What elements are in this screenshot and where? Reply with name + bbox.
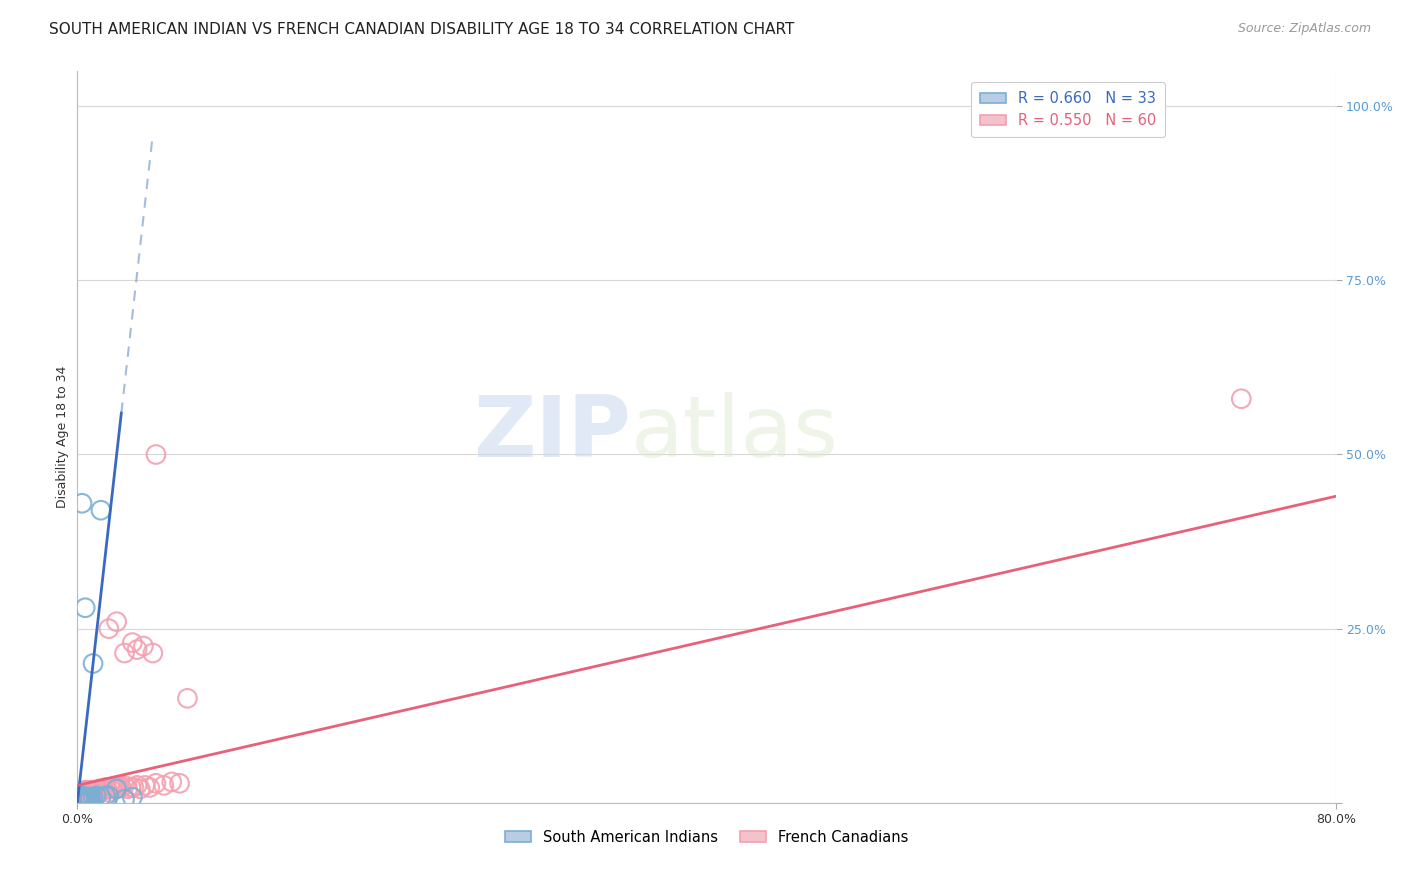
Point — [127, 778, 149, 792]
Point — [108, 778, 131, 792]
Point — [82, 657, 104, 671]
Point — [97, 789, 120, 803]
Point — [101, 780, 124, 795]
Point — [90, 783, 112, 797]
Point — [117, 781, 139, 796]
Point — [145, 448, 167, 462]
Point — [75, 792, 97, 806]
Point — [70, 496, 93, 510]
Point — [103, 781, 125, 796]
Point — [70, 789, 93, 803]
Point — [169, 776, 191, 790]
Point — [77, 783, 100, 797]
Point — [160, 775, 183, 789]
Point — [76, 789, 98, 803]
Point — [98, 781, 121, 796]
Point — [67, 792, 90, 806]
Point — [69, 793, 91, 807]
Point — [129, 781, 152, 796]
Point — [75, 789, 97, 803]
Point — [79, 792, 101, 806]
Point — [75, 790, 97, 805]
Point — [77, 791, 100, 805]
Legend: South American Indians, French Canadians: South American Indians, French Canadians — [499, 823, 914, 850]
Point — [114, 778, 136, 792]
Point — [82, 788, 104, 802]
Text: atlas: atlas — [631, 392, 839, 475]
Point — [72, 792, 94, 806]
Point — [97, 785, 120, 799]
Point — [127, 642, 149, 657]
Point — [80, 788, 103, 802]
Point — [67, 792, 90, 806]
Point — [76, 790, 98, 805]
Point — [121, 790, 143, 805]
Text: Source: ZipAtlas.com: Source: ZipAtlas.com — [1237, 22, 1371, 36]
Point — [70, 790, 93, 805]
Point — [77, 788, 100, 802]
Point — [87, 785, 110, 799]
Point — [67, 789, 90, 803]
Point — [82, 783, 104, 797]
Point — [105, 781, 128, 796]
Point — [70, 793, 93, 807]
Point — [72, 790, 94, 805]
Point — [69, 789, 91, 803]
Point — [69, 788, 91, 802]
Point — [91, 781, 114, 796]
Point — [69, 791, 91, 805]
Point — [110, 780, 132, 795]
Point — [67, 794, 90, 808]
Point — [67, 791, 90, 805]
Point — [114, 792, 136, 806]
Point — [79, 785, 101, 799]
Point — [96, 781, 118, 796]
Point — [120, 780, 142, 795]
Point — [142, 646, 165, 660]
Point — [97, 622, 120, 636]
Point — [79, 789, 101, 803]
Point — [83, 785, 105, 799]
Point — [176, 691, 198, 706]
Point — [114, 646, 136, 660]
Point — [82, 790, 104, 805]
Point — [1230, 392, 1253, 406]
Point — [76, 792, 98, 806]
Point — [70, 790, 93, 805]
Point — [132, 639, 155, 653]
Point — [72, 790, 94, 805]
Point — [105, 615, 128, 629]
Point — [80, 783, 103, 797]
Point — [79, 790, 101, 805]
Point — [121, 635, 143, 649]
Text: ZIP: ZIP — [474, 392, 631, 475]
Point — [69, 791, 91, 805]
Point — [145, 776, 167, 790]
Point — [69, 790, 91, 805]
Point — [104, 780, 127, 795]
Point — [105, 781, 128, 796]
Point — [67, 789, 90, 803]
Point — [94, 780, 117, 795]
Point — [70, 791, 93, 805]
Text: SOUTH AMERICAN INDIAN VS FRENCH CANADIAN DISABILITY AGE 18 TO 34 CORRELATION CHA: SOUTH AMERICAN INDIAN VS FRENCH CANADIAN… — [49, 22, 794, 37]
Point — [107, 780, 129, 795]
Point — [75, 783, 97, 797]
Y-axis label: Disability Age 18 to 34: Disability Age 18 to 34 — [56, 366, 69, 508]
Point — [89, 781, 111, 796]
Point — [84, 789, 107, 803]
Point — [90, 790, 112, 805]
Point — [134, 778, 156, 792]
Point — [75, 600, 97, 615]
Point — [138, 780, 160, 795]
Point — [94, 789, 117, 803]
Point — [153, 778, 176, 792]
Point — [70, 785, 93, 799]
Point — [84, 783, 107, 797]
Point — [93, 783, 115, 797]
Point — [122, 780, 145, 795]
Point — [76, 783, 98, 797]
Point — [72, 785, 94, 799]
Point — [90, 503, 112, 517]
